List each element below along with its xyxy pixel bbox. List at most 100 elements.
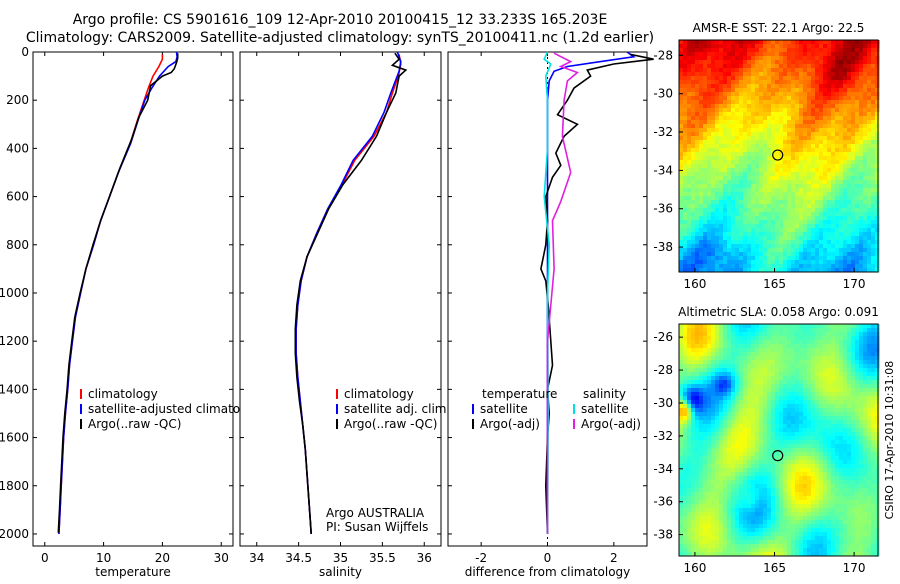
map-cell	[807, 64, 812, 69]
map-cell	[707, 212, 712, 217]
map-cell	[719, 184, 724, 189]
map-cell	[851, 404, 856, 409]
map-cell	[819, 108, 824, 113]
map-cell	[763, 456, 768, 461]
map-cell	[859, 164, 864, 169]
map-cell	[799, 408, 804, 413]
map-cell	[839, 72, 844, 77]
map-cell	[855, 232, 860, 237]
map-cell	[699, 228, 704, 233]
map-cell	[735, 412, 740, 417]
map-cell	[811, 76, 816, 81]
map-cell	[811, 40, 816, 45]
map-cell	[851, 464, 856, 469]
map-cell	[863, 236, 868, 241]
map-cell	[727, 452, 732, 457]
map-cell	[771, 160, 776, 165]
map-cell	[819, 72, 824, 77]
map-cell	[807, 88, 812, 93]
map-cell	[855, 356, 860, 361]
map-cell	[747, 168, 752, 173]
map-cell	[855, 64, 860, 69]
map-cell	[835, 212, 840, 217]
map-cell	[699, 88, 704, 93]
map-cell	[831, 52, 836, 57]
map-cell	[743, 132, 748, 137]
map-cell	[867, 444, 872, 449]
map-cell	[727, 52, 732, 57]
map-cell	[863, 468, 868, 473]
map-cell	[747, 216, 752, 221]
map-cell	[779, 44, 784, 49]
map-cell	[815, 88, 820, 93]
map-cell	[851, 412, 856, 417]
map-cell	[787, 252, 792, 257]
map-cell	[763, 200, 768, 205]
map-cell	[799, 140, 804, 145]
map-cell	[831, 384, 836, 389]
map-cell	[775, 84, 780, 89]
map-cell	[795, 388, 800, 393]
y-tick-label: 2000	[0, 527, 29, 541]
map-cell	[843, 176, 848, 181]
map-cell	[679, 232, 684, 237]
map-cell	[807, 260, 812, 265]
map-cell	[755, 120, 760, 125]
map-cell	[719, 96, 724, 101]
map-cell	[871, 328, 876, 333]
map-cell	[747, 260, 752, 265]
map-cell	[863, 408, 868, 413]
map-cell	[783, 468, 788, 473]
map-cell	[691, 448, 696, 453]
map-cell	[795, 172, 800, 177]
map-cell	[711, 404, 716, 409]
map-cell	[679, 100, 684, 105]
map-cell	[831, 212, 836, 217]
map-cell	[763, 132, 768, 137]
map-cell	[739, 192, 744, 197]
map-cell	[827, 48, 832, 53]
map-cell	[775, 356, 780, 361]
map-cell	[735, 444, 740, 449]
map-cell	[695, 196, 700, 201]
map-cell	[707, 44, 712, 49]
map-cell	[775, 336, 780, 341]
map-cell	[831, 428, 836, 433]
map-cell	[787, 192, 792, 197]
map-cell	[843, 204, 848, 209]
map-cell	[851, 460, 856, 465]
map-cell	[751, 240, 756, 245]
map-cell	[703, 220, 708, 225]
map-cell	[723, 388, 728, 393]
map-cell	[711, 476, 716, 481]
map-cell	[819, 56, 824, 61]
map-cell	[723, 240, 728, 245]
map-cell	[787, 232, 792, 237]
map-cell	[815, 380, 820, 385]
map-cell	[715, 236, 720, 241]
map-cell	[695, 168, 700, 173]
map-cell	[691, 68, 696, 73]
map-cell	[703, 464, 708, 469]
map-cell	[851, 344, 856, 349]
map-cell	[691, 248, 696, 253]
map-cell	[775, 360, 780, 365]
map-cell	[755, 148, 760, 153]
map-cell	[815, 340, 820, 345]
map-cell	[855, 88, 860, 93]
map-cell	[863, 72, 868, 77]
map-cell	[759, 428, 764, 433]
map-cell	[735, 48, 740, 53]
map-cell	[723, 52, 728, 57]
map-cell	[827, 52, 832, 57]
map-cell	[807, 80, 812, 85]
map-cell	[799, 40, 804, 45]
map-cell	[795, 464, 800, 469]
map-cell	[835, 336, 840, 341]
map-cell	[803, 120, 808, 125]
map-cell	[823, 112, 828, 117]
map-cell	[771, 404, 776, 409]
map-cell	[795, 160, 800, 165]
map-cell	[827, 356, 832, 361]
map-cell	[739, 164, 744, 169]
